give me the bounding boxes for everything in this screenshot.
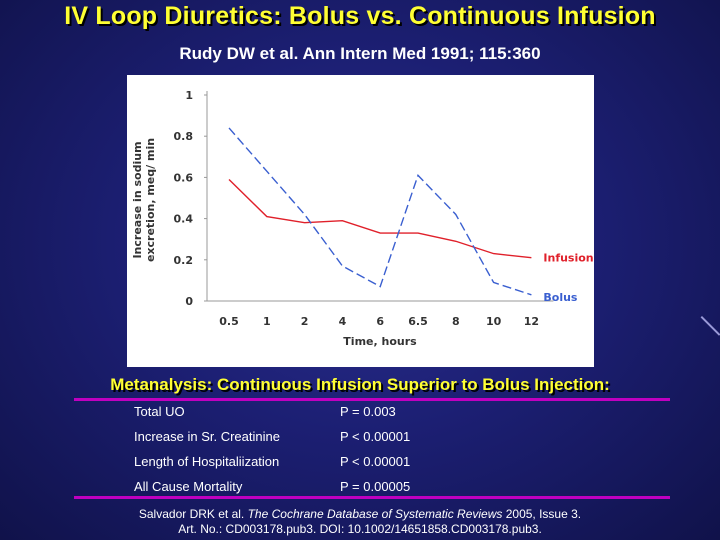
y-tick-label: 1 bbox=[185, 89, 193, 102]
result-label: Length of Hospitaliization bbox=[134, 454, 280, 469]
x-tick-label: 0.5 bbox=[219, 315, 239, 328]
slide-title: IV Loop Diuretics: Bolus vs. Continuous … bbox=[64, 2, 656, 30]
result-pvalue: P = 0.00005 bbox=[340, 479, 411, 494]
series-label-infusion: Infusion bbox=[543, 252, 593, 265]
x-tick-label: 12 bbox=[524, 315, 539, 328]
result-label: All Cause Mortality bbox=[134, 479, 243, 494]
reference-line-1: Salvador DRK et al. The Cochrane Databas… bbox=[0, 507, 720, 522]
divider-top bbox=[74, 398, 670, 401]
result-label: Total UO bbox=[134, 404, 185, 419]
x-tick-label: 6 bbox=[376, 315, 384, 328]
y-tick-label: 0 bbox=[185, 295, 193, 308]
result-row: Total UO P = 0.003 bbox=[134, 404, 614, 429]
reference-journal: The Cochrane Database of Systematic Revi… bbox=[247, 507, 503, 521]
x-tick-label: 4 bbox=[339, 315, 347, 328]
y-axis-label: Increase in sodium bbox=[131, 141, 144, 258]
series-line-bolus bbox=[228, 127, 532, 296]
x-tick-label: 10 bbox=[486, 315, 502, 328]
result-pvalue: P = 0.003 bbox=[340, 404, 396, 419]
x-tick-label: 8 bbox=[452, 315, 460, 328]
result-row: All Cause Mortality P = 0.00005 bbox=[134, 479, 614, 504]
y-tick-label: 0.6 bbox=[174, 171, 194, 184]
x-tick-label: 6.5 bbox=[408, 315, 428, 328]
result-pvalue: P < 0.00001 bbox=[340, 454, 411, 469]
result-row: Increase in Sr. Creatinine P < 0.00001 bbox=[134, 429, 614, 454]
series-label-bolus: Bolus bbox=[543, 291, 578, 304]
result-label: Increase in Sr. Creatinine bbox=[134, 429, 280, 444]
y-tick-label: 0.4 bbox=[174, 213, 194, 226]
result-pvalue: P < 0.00001 bbox=[340, 429, 411, 444]
y-tick-label: 0.8 bbox=[174, 130, 194, 143]
x-tick-label: 1 bbox=[263, 315, 271, 328]
decorative-line bbox=[700, 316, 720, 336]
y-axis-label: excretion, meq/ min bbox=[144, 138, 157, 262]
meta-analysis-heading: Metanalysis: Continuous Infusion Superio… bbox=[110, 375, 610, 394]
series-line-infusion bbox=[228, 178, 532, 259]
reference-line-2: Art. No.: CD003178.pub3. DOI: 10.1002/14… bbox=[178, 522, 542, 536]
line-chart: 1 0.8 0.6 0.4 0.2 0 0.5 1 2 4 6 6.5 8 10 12 Time, hours… bbox=[127, 75, 594, 367]
reference: Salvador DRK et al. The Cochrane Databas… bbox=[0, 507, 720, 537]
x-tick-label: 2 bbox=[301, 315, 309, 328]
reference-issue: 2005, Issue 3. bbox=[502, 507, 582, 521]
x-axis-label: Time, hours bbox=[343, 335, 417, 348]
divider-bottom bbox=[74, 496, 670, 499]
y-tick-label: 0.2 bbox=[174, 254, 194, 267]
results-table: Total UO P = 0.003 Increase in Sr. Creat… bbox=[134, 404, 614, 504]
result-row: Length of Hospitaliization P < 0.00001 bbox=[134, 454, 614, 479]
reference-authors: Salvador DRK et al. bbox=[138, 507, 248, 521]
chart-citation: Rudy DW et al. Ann Intern Med 1991; 115:… bbox=[179, 44, 541, 63]
